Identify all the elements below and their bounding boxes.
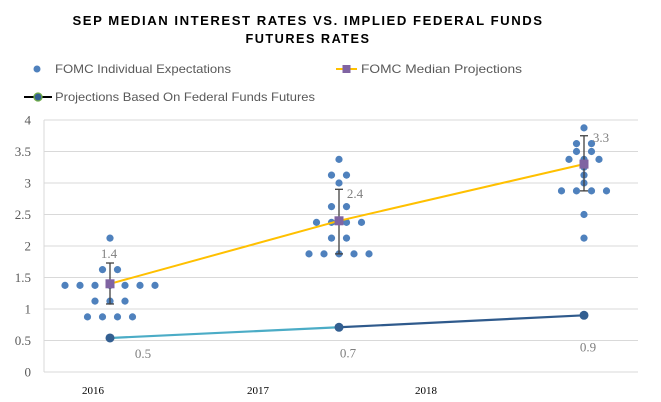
legend-label: Projections Based On Federal Funds Futur… (55, 90, 315, 104)
individual-expectation-point (335, 155, 343, 163)
individual-expectation-point (151, 281, 159, 289)
y-tick-label: 1.5 (15, 270, 31, 285)
individual-expectation-point (580, 234, 588, 242)
individual-expectation-point (327, 234, 336, 242)
individual-expectation-point (312, 218, 321, 226)
chart-title-line-1: SEP MEDIAN INTEREST RATES VS. IMPLIED FE… (73, 13, 544, 28)
individual-expectation-point (76, 281, 84, 289)
x-axis: 2016 2017 2018 (82, 385, 438, 397)
individual-expectation-point (580, 124, 588, 132)
legend-label: FOMC Median Projections (361, 62, 522, 76)
futures-data-label: 0.9 (580, 339, 596, 354)
individual-expectation-point (98, 266, 107, 274)
legend-item-median-projections[interactable]: FOMC Median Projections (336, 62, 522, 76)
futures-point (334, 322, 344, 332)
individual-expectation-point (365, 250, 373, 258)
futures-line-segment (109, 326, 340, 340)
median-data-label: 2.4 (347, 186, 364, 201)
median-data-label: 3.3 (593, 130, 609, 145)
series-futures-projections (105, 310, 589, 343)
futures-data-label: 0.7 (340, 345, 357, 360)
individual-expectation-point (572, 140, 581, 148)
futures-data-label: 0.5 (135, 346, 151, 361)
y-tick-label: 3.5 (15, 144, 31, 159)
legend-item-futures-projections[interactable]: Projections Based On Federal Funds Futur… (24, 90, 315, 104)
median-point (105, 279, 115, 289)
individual-expectation-point (587, 140, 596, 148)
y-tick-label: 2.5 (15, 207, 31, 222)
x-tick-label: 2016 (82, 385, 105, 397)
individual-expectation-point (357, 218, 366, 226)
individual-expectation-point (335, 179, 343, 187)
median-point (579, 159, 589, 169)
individual-expectation-point (572, 147, 581, 156)
futures-point (105, 333, 115, 343)
individual-expectation-point (128, 313, 137, 321)
individual-expectation-point (557, 187, 566, 195)
individual-expectation-point (587, 187, 596, 195)
individual-expectation-point (565, 155, 573, 163)
y-tick-label: 3 (25, 176, 32, 191)
individual-expectation-point (327, 203, 336, 211)
individual-expectation-point (305, 250, 313, 258)
individual-expectation-point (91, 297, 99, 305)
individual-expectation-point (83, 313, 92, 321)
individual-expectation-point (106, 234, 114, 242)
legend: FOMC Individual Expectations FOMC Median… (24, 62, 522, 104)
individual-expectation-point (121, 281, 129, 289)
y-tick-label: 0 (25, 365, 32, 380)
individual-expectation-point (572, 187, 581, 195)
futures-point (579, 310, 589, 320)
data-labels: 1.4 2.4 3.3 0.5 0.7 0.9 (101, 130, 609, 361)
individual-expectation-point (113, 266, 122, 274)
individual-expectation-point (350, 250, 358, 258)
individual-expectation-point (595, 155, 603, 163)
individual-expectation-point (121, 297, 129, 305)
y-tick-label: 1 (25, 302, 32, 317)
legend-item-individual-expectations[interactable]: FOMC Individual Expectations (33, 62, 232, 76)
individual-expectation-point (61, 281, 69, 289)
individual-expectation-point (113, 313, 122, 321)
y-tick-label: 2 (25, 239, 32, 254)
futures-line-segment (338, 314, 585, 329)
y-axis: 0 0.5 1 1.5 2 2.5 3 3.5 4 (15, 113, 45, 380)
y-tick-label: 0.5 (15, 333, 31, 348)
median-data-label: 1.4 (101, 246, 118, 261)
legend-square-marker-icon (342, 65, 351, 73)
individual-expectation-point (320, 250, 328, 258)
series-median-projections (105, 135, 589, 305)
individual-expectation-point (580, 210, 588, 219)
individual-expectation-point (342, 218, 351, 226)
individual-expectation-point (342, 234, 351, 242)
individual-expectation-point (98, 313, 107, 321)
median-point (334, 216, 344, 226)
individual-expectation-point (602, 187, 611, 195)
individual-expectation-point (342, 171, 351, 179)
individual-expectation-point (587, 147, 596, 156)
x-tick-label: 2018 (415, 385, 438, 397)
individual-expectation-point (136, 281, 144, 289)
y-tick-label: 4 (25, 113, 32, 128)
x-tick-label: 2017 (247, 385, 270, 397)
individual-expectation-point (327, 171, 336, 179)
individual-expectation-point (342, 203, 351, 211)
legend-dot-marker-icon (33, 65, 41, 73)
legend-label: FOMC Individual Expectations (55, 62, 231, 76)
legend-circle-marker-icon (33, 92, 43, 102)
chart-title-line-2: FUTURES RATES (246, 31, 371, 46)
individual-expectation-point (91, 281, 99, 289)
